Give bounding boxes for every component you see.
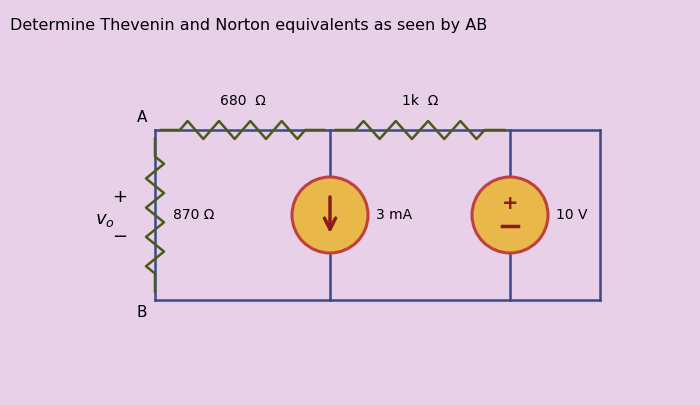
Circle shape: [472, 177, 548, 253]
Text: −: −: [113, 228, 127, 246]
Text: A: A: [136, 110, 147, 125]
Text: +: +: [502, 194, 518, 213]
Text: Determine Thevenin and Norton equivalents as seen by AB: Determine Thevenin and Norton equivalent…: [10, 18, 487, 33]
Circle shape: [292, 177, 368, 253]
Text: 680  Ω: 680 Ω: [220, 94, 265, 108]
Text: 10 V: 10 V: [556, 208, 587, 222]
Text: B: B: [136, 305, 147, 320]
Text: 3 mA: 3 mA: [376, 208, 412, 222]
Text: 870 Ω: 870 Ω: [173, 208, 214, 222]
Text: +: +: [113, 188, 127, 206]
Text: 1k  Ω: 1k Ω: [402, 94, 438, 108]
Text: $v_o$: $v_o$: [95, 211, 115, 229]
